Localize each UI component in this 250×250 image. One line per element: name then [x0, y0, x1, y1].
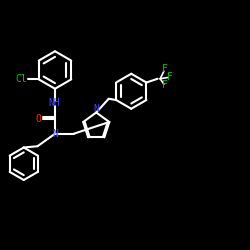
Text: NH: NH: [48, 98, 60, 108]
Text: O: O: [35, 114, 41, 124]
Text: F: F: [162, 80, 167, 90]
Text: N: N: [93, 104, 99, 115]
Text: N: N: [52, 129, 58, 139]
Text: Cl: Cl: [16, 74, 27, 85]
Text: F: F: [166, 72, 172, 83]
Text: F: F: [162, 64, 167, 74]
